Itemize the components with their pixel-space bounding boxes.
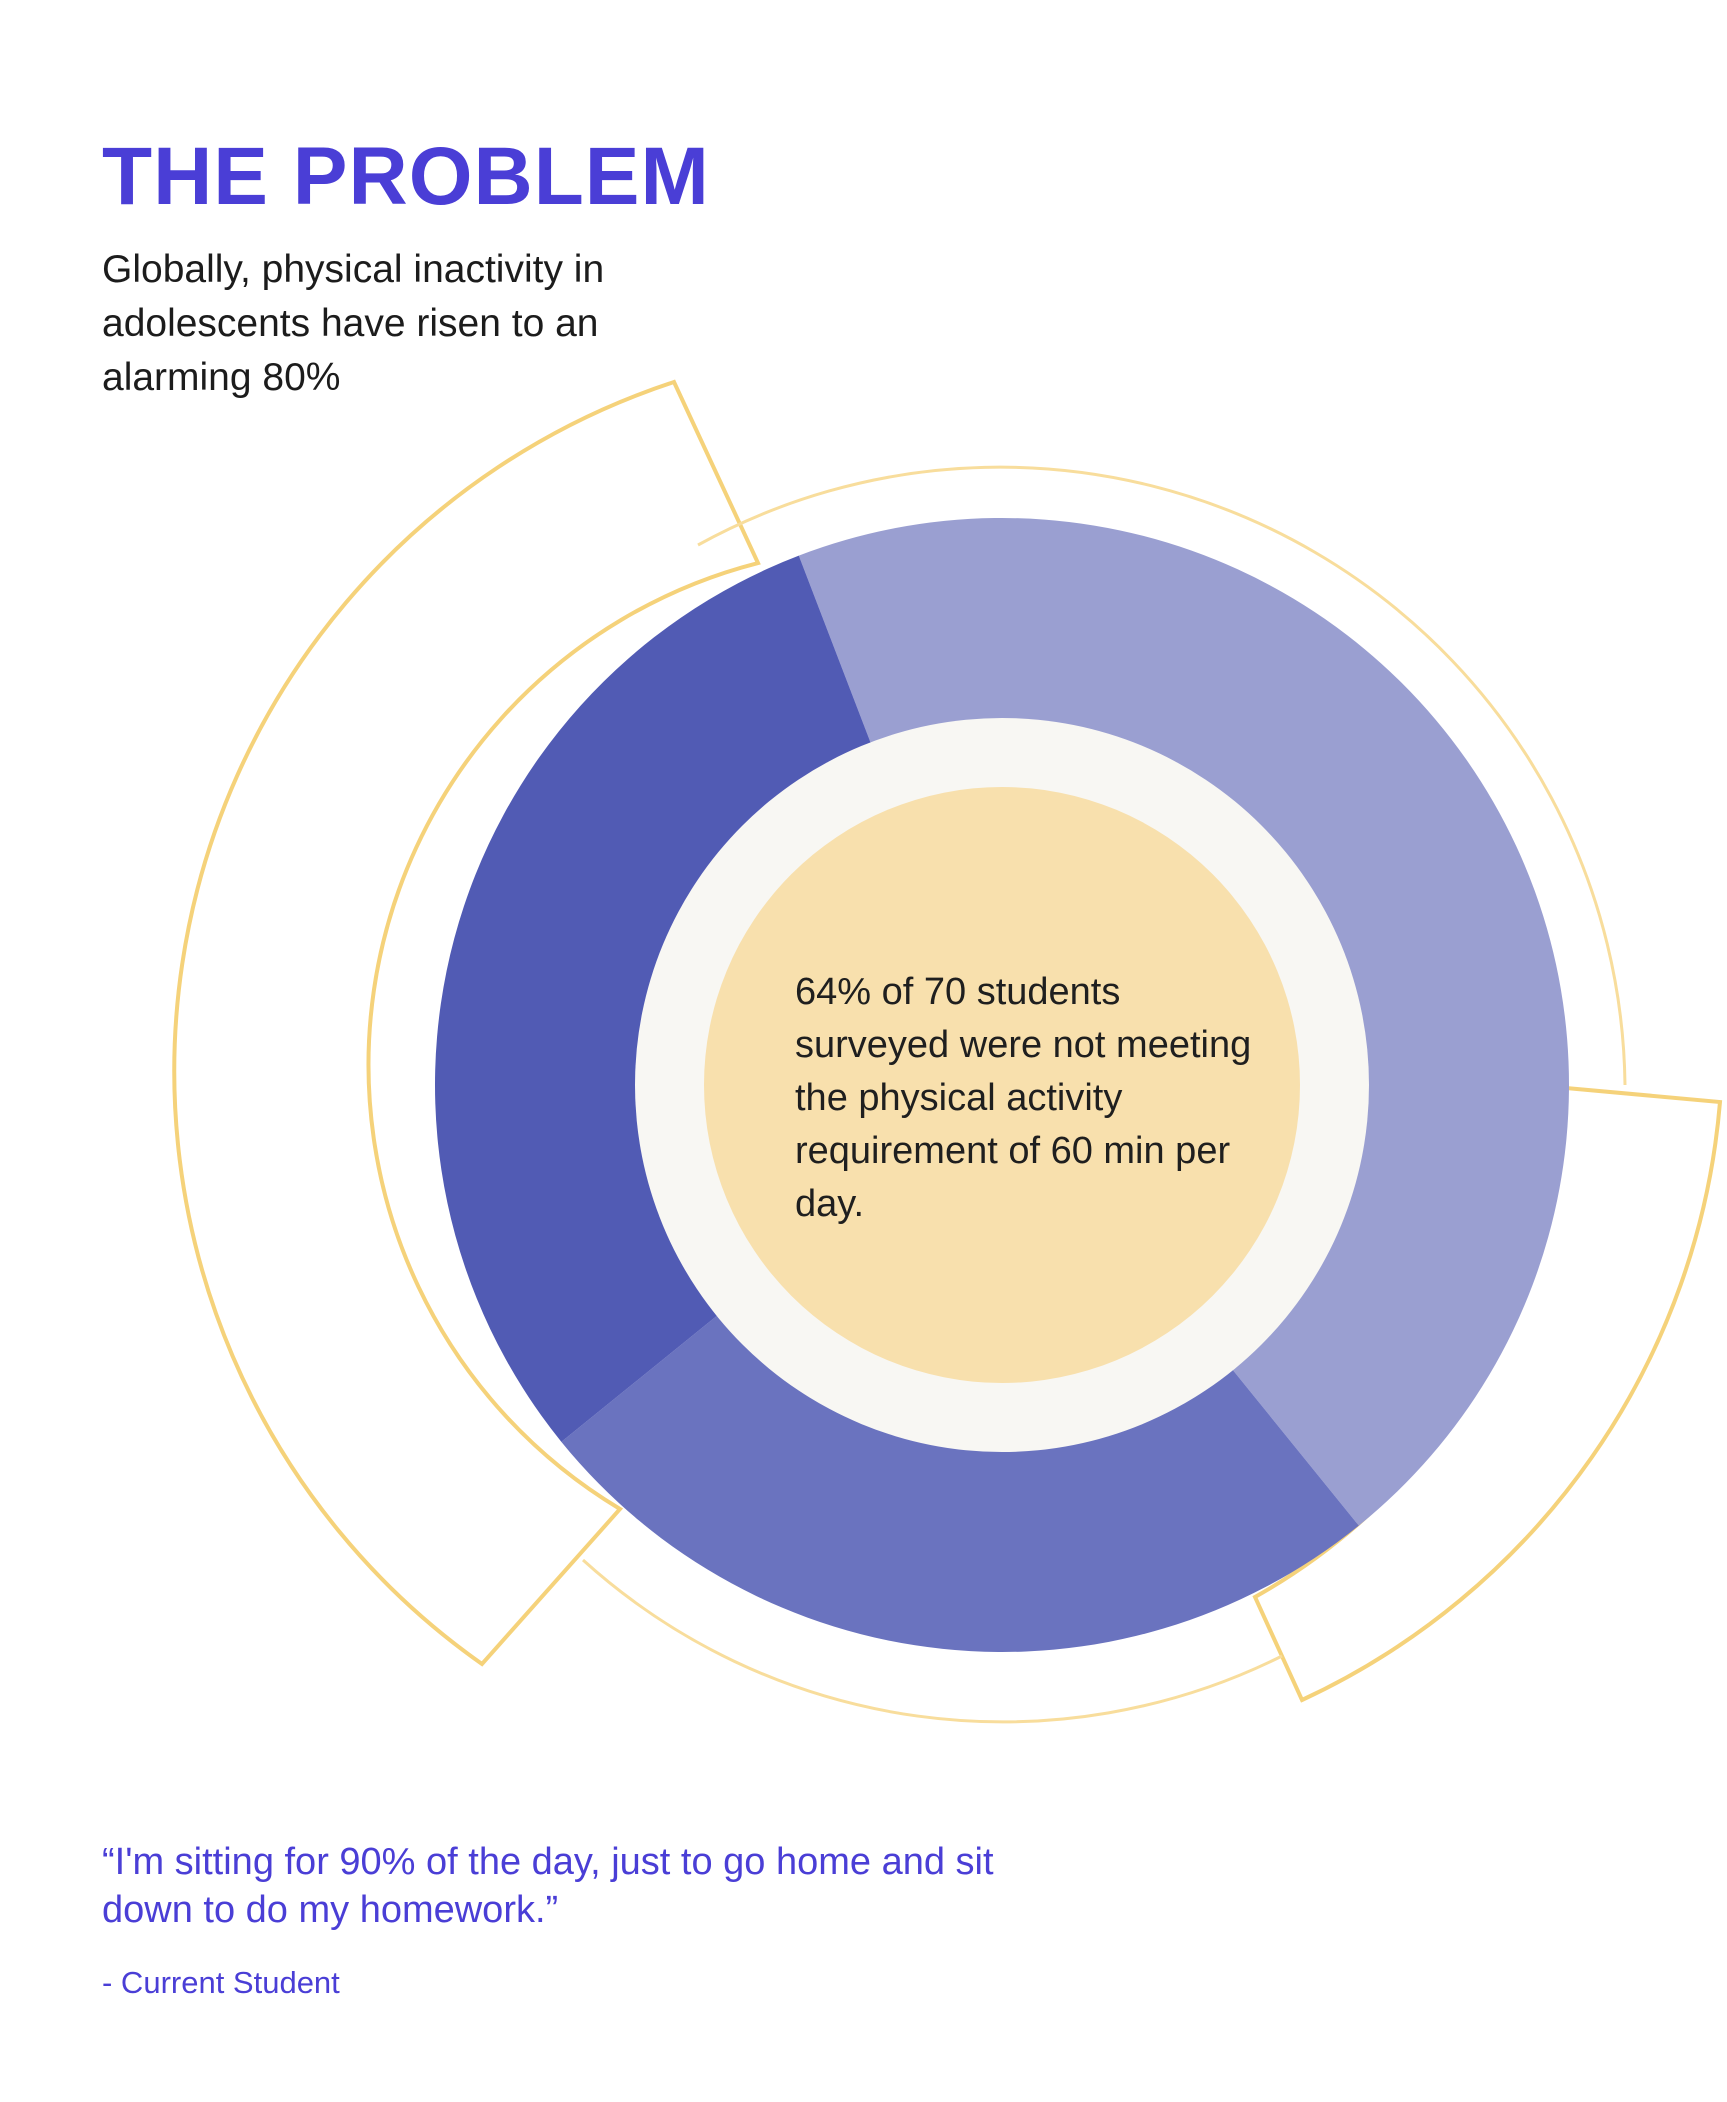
- outline-arc-left: [172, 379, 761, 1667]
- center-stat-text: 64% of 70 students surveyed were not mee…: [795, 971, 1252, 1225]
- page-title: THE PROBLEM: [102, 131, 710, 222]
- donut-segments: [435, 518, 1569, 1652]
- thin-outline-ring-top: [697, 465, 1627, 1086]
- intro-text: Globally, physical inactivity in adolesc…: [102, 248, 605, 399]
- donut-segment-2: [561, 1311, 1359, 1652]
- thin-outline-ring-bottom: [581, 1558, 1283, 1724]
- donut-segment-1: [798, 518, 1569, 1526]
- student-quote: “I'm sitting for 90% of the day, just to…: [102, 1841, 994, 1931]
- center-circle: [704, 787, 1300, 1383]
- donut-segment-3: [435, 555, 873, 1442]
- quote-attribution: - Current Student: [102, 1965, 340, 2000]
